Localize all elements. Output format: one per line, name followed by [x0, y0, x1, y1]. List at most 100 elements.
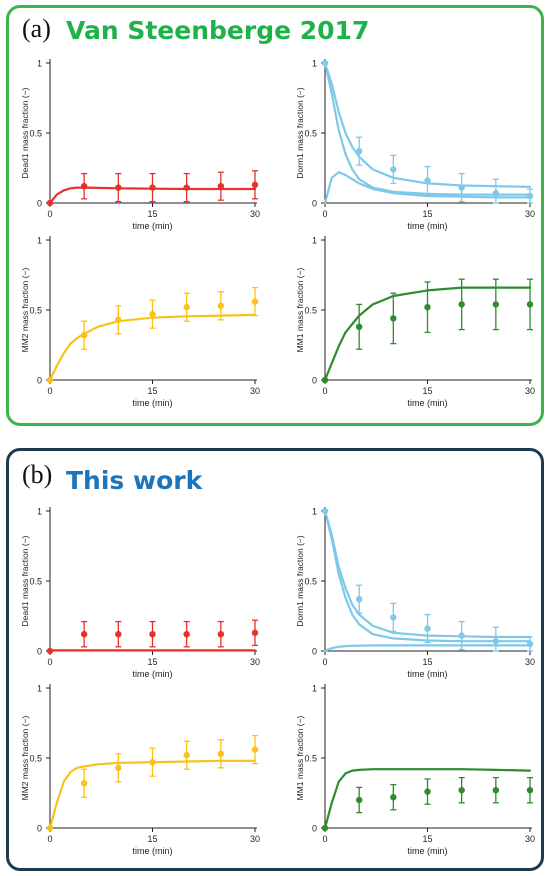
data-point: [80, 183, 88, 190]
x-tick-label: 30: [525, 209, 535, 219]
panel-b-frame: [6, 448, 544, 871]
chart-b-dorm1: 0 0.5 1 0 15 30 time (min) Dorm1 mass fraction …: [295, 507, 535, 680]
series-line-1: [48, 313, 257, 382]
data-point: [149, 759, 156, 766]
y-tick-label: 0: [37, 376, 42, 386]
y-tick-label: 1: [312, 507, 317, 517]
data-point: [149, 311, 156, 318]
y-axis-label: Dorm1 mass fraction (−): [295, 87, 305, 179]
data-point: [424, 177, 431, 184]
y-tick-label: 0.5: [304, 306, 317, 316]
y-axis-label: MM1 mass fraction (−): [295, 267, 305, 352]
chart-a-mm2: 0 0.5 1 0 15 30 time (min) MM2 mass fraction (−…: [20, 236, 260, 409]
data-point: [321, 507, 329, 515]
data-point: [217, 302, 225, 309]
y-axis-label: Dorm1 mass fraction (−): [295, 535, 305, 627]
x-tick-label: 0: [322, 657, 327, 667]
data-point: [458, 301, 465, 308]
y-axis-label: MM2 mass fraction (−): [20, 267, 30, 352]
x-axis-label: time (min): [133, 669, 173, 679]
x-tick-label: 0: [322, 834, 327, 844]
data-point: [115, 184, 122, 191]
y-tick-label: 0.5: [304, 129, 317, 139]
data-point: [526, 192, 534, 200]
y-axis-label: MM2 mass fraction (−): [20, 715, 30, 800]
data-point: [80, 780, 88, 787]
x-tick-label: 30: [250, 386, 260, 396]
y-tick-label: 0: [312, 199, 317, 209]
data-point: [492, 638, 500, 645]
x-tick-label: 15: [422, 209, 432, 219]
x-tick-label: 30: [525, 386, 535, 396]
y-tick-label: 1: [312, 684, 317, 694]
data-point: [390, 614, 397, 621]
data-point: [46, 199, 54, 207]
x-axis-label: time (min): [408, 669, 448, 679]
y-axis-label: MM1 mass fraction (−): [295, 715, 305, 800]
data-point: [321, 376, 329, 384]
y-axis-label: Dead1 mass fraction (−): [20, 87, 30, 178]
data-point: [321, 59, 329, 67]
data-point: [390, 166, 397, 173]
data-point: [355, 148, 363, 155]
x-tick-label: 30: [250, 209, 260, 219]
data-point: [355, 323, 363, 330]
data-point: [251, 181, 259, 188]
x-axis-label: time (min): [133, 398, 173, 408]
series-line-3: [323, 171, 532, 205]
y-tick-label: 1: [37, 684, 42, 694]
y-tick-label: 1: [312, 236, 317, 246]
chart-a-dorm1: 0 0.5 1 0 15 30 time (min) Dorm1 mass fraction …: [295, 59, 535, 232]
y-tick-label: 0.5: [29, 754, 42, 764]
series-line-1: [323, 509, 532, 639]
y-tick-label: 0: [312, 376, 317, 386]
data-point: [492, 190, 500, 197]
data-point: [80, 631, 88, 638]
y-tick-label: 0.5: [29, 306, 42, 316]
x-axis-label: time (min): [408, 221, 448, 231]
chart-b-mm2: 0 0.5 1 0 15 30 time (min) MM2 mass fraction (−…: [20, 684, 260, 857]
series-line-1: [48, 759, 257, 830]
data-point: [526, 787, 534, 794]
panel-a-title: Van Steenberge 2017: [66, 16, 370, 45]
x-tick-label: 0: [322, 209, 327, 219]
data-point: [251, 746, 259, 753]
data-point: [217, 631, 225, 638]
series-line-1: [323, 286, 532, 382]
y-tick-label: 0: [37, 824, 42, 834]
data-point: [217, 183, 225, 190]
data-point: [183, 184, 190, 191]
data-point: [526, 301, 534, 308]
x-tick-label: 0: [47, 386, 52, 396]
x-tick-label: 30: [250, 657, 260, 667]
data-point: [355, 796, 363, 804]
series-line-2: [323, 509, 532, 643]
data-point: [80, 332, 88, 339]
chart-b-mm1: 0 0.5 1 0 15 30 time (min) MM1 mass fraction (−…: [295, 684, 535, 857]
y-tick-label: 0: [37, 647, 42, 657]
series-line-2: [323, 61, 532, 196]
y-tick-label: 1: [37, 59, 42, 69]
data-point: [183, 304, 190, 311]
x-axis-label: time (min): [408, 398, 448, 408]
y-tick-label: 0.5: [29, 129, 42, 139]
y-tick-label: 0.5: [304, 577, 317, 587]
x-tick-label: 30: [525, 657, 535, 667]
x-tick-label: 15: [422, 834, 432, 844]
data-point: [526, 640, 534, 648]
data-point: [183, 752, 190, 759]
chart-b-dead1: 0 0.5 1 0 15 30 time (min) Dead1 mass fraction …: [20, 507, 260, 680]
data-point: [46, 376, 54, 384]
data-point: [251, 629, 259, 636]
data-point: [458, 787, 465, 794]
x-axis-label: time (min): [133, 846, 173, 856]
y-tick-label: 1: [312, 59, 317, 69]
series-line-1: [323, 61, 532, 188]
x-tick-label: 30: [250, 834, 260, 844]
x-axis-label: time (min): [133, 221, 173, 231]
panel-a-letter: (a): [22, 14, 51, 43]
x-tick-label: 0: [322, 386, 327, 396]
data-point: [355, 596, 363, 603]
y-tick-label: 0.5: [304, 754, 317, 764]
x-tick-label: 0: [47, 657, 52, 667]
